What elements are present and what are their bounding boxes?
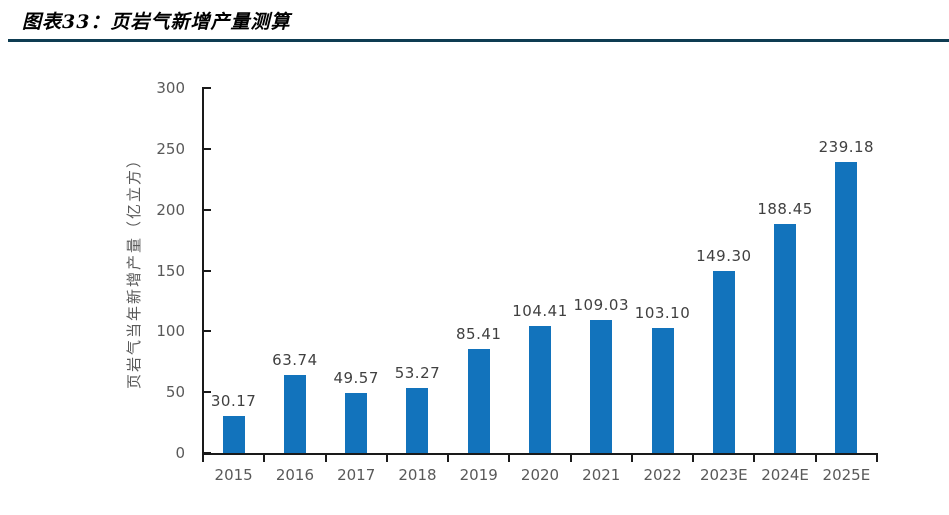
y-axis-tick-label: 300: [156, 79, 185, 97]
bar-value-label: 188.45: [757, 199, 813, 218]
x-tick-mark: [692, 453, 695, 462]
x-tick-mark: [508, 453, 511, 462]
x-tick-mark: [630, 453, 633, 462]
x-tick-mark: [263, 453, 266, 462]
y-tick-mark: [204, 452, 211, 454]
y-axis-tick-label: 200: [156, 200, 185, 219]
y-tick-mark: [204, 147, 211, 150]
x-axis-tick-label: 2021: [582, 466, 621, 484]
y-tick-mark: [204, 391, 211, 394]
bar-value-label: 109.03: [573, 296, 630, 315]
figure-title: 图表33：页岩气新增产量测算: [22, 11, 291, 33]
bar-value-label: 63.74: [272, 351, 318, 370]
x-axis-tick-label: 2016: [275, 466, 314, 484]
x-axis-tick-label: 2018: [398, 466, 437, 484]
bar-2018: [406, 388, 429, 453]
bar-value-label: 30.17: [210, 392, 257, 411]
x-axis-tick-label: 2015: [214, 466, 253, 484]
x-axis-tick-label: 2025E: [822, 466, 871, 484]
x-tick-mark: [814, 453, 817, 462]
x-tick-mark: [385, 453, 388, 462]
bar-value-label: 239.18: [818, 137, 875, 156]
y-axis-tick-label: 50: [165, 383, 185, 402]
y-axis-tick-label: 250: [156, 139, 185, 158]
bar-value-label: 103.10: [634, 303, 691, 322]
y-axis-tick-label: 150: [156, 261, 185, 280]
bar-value-label: 49.57: [333, 368, 379, 387]
bar-2025E: [835, 161, 858, 453]
x-axis-line: [202, 453, 878, 455]
y-tick-mark: [204, 87, 211, 89]
x-tick-mark: [569, 453, 572, 462]
y-tick-mark: [204, 208, 211, 211]
bar-2020: [529, 325, 551, 453]
x-tick-mark: [447, 453, 450, 462]
x-axis-tick-label: 2024E: [761, 466, 809, 484]
bar-2024E: [774, 223, 797, 453]
x-tick-mark: [753, 453, 756, 462]
bar-2017: [345, 392, 368, 453]
x-axis-tick-label: 2017: [337, 466, 376, 484]
bar-value-label: 53.27: [394, 364, 441, 383]
bar-value-label: 85.41: [455, 325, 502, 344]
bar-2021: [590, 320, 613, 453]
x-axis-tick-label: 2023E: [699, 466, 748, 484]
x-tick-mark: [324, 453, 327, 462]
y-tick-mark: [204, 330, 211, 333]
y-tick-mark: [204, 269, 211, 272]
bar-2015: [222, 416, 245, 453]
bar-2016: [283, 375, 306, 453]
y-axis-tick-label: 100: [156, 322, 185, 341]
x-tick-mark: [202, 453, 204, 462]
x-axis-tick-label: 2020: [520, 466, 560, 484]
bar-2023E: [712, 271, 735, 453]
x-tick-mark: [876, 453, 878, 462]
y-axis-tick-label: 0: [175, 444, 185, 462]
bar-2019: [467, 349, 490, 453]
y-axis-line: [202, 87, 204, 455]
bar-2022: [651, 327, 674, 453]
x-axis-tick-label: 2022: [643, 466, 682, 484]
bar-value-label: 149.30: [696, 247, 752, 266]
x-axis-tick-label: 2019: [459, 466, 498, 484]
bar-value-label: 104.41: [512, 301, 568, 320]
title-rule-divider: [8, 39, 949, 42]
